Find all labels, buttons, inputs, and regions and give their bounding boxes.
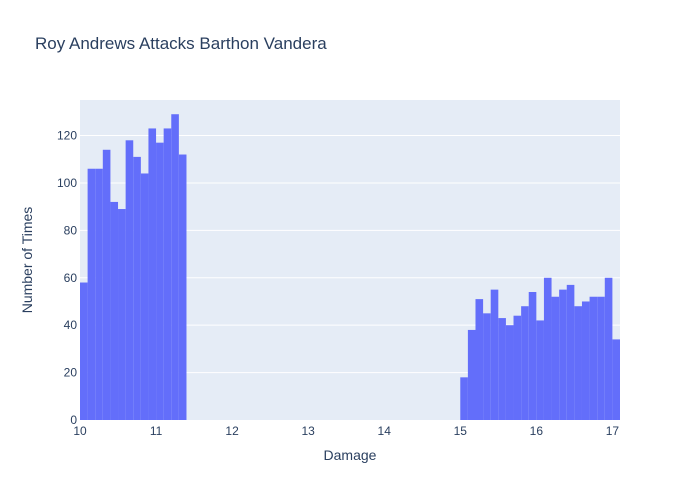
chart-title: Roy Andrews Attacks Barthon Vandera — [35, 34, 327, 53]
y-tick-labels: 0 20 40 60 80 100 120 — [57, 129, 77, 427]
histogram-bar — [559, 289, 567, 420]
y-tick-label: 0 — [70, 413, 77, 427]
histogram-bar — [475, 299, 484, 420]
histogram-bar — [80, 282, 88, 420]
y-tick-label: 20 — [64, 366, 78, 380]
x-tick-label: 12 — [225, 424, 239, 438]
y-axis-title: Number of Times — [19, 207, 35, 314]
x-axis-title: Damage — [324, 447, 377, 463]
histogram-bar — [95, 168, 103, 420]
histogram-bar — [171, 114, 179, 420]
histogram-bar — [612, 339, 620, 420]
x-tick-labels: 10 11 12 13 14 15 16 17 — [73, 424, 619, 438]
x-tick-label: 14 — [378, 424, 392, 438]
histogram-bar — [513, 315, 522, 420]
y-tick-label: 120 — [57, 129, 77, 143]
x-tick-label: 15 — [454, 424, 468, 438]
bars — [80, 114, 620, 420]
histogram-bar — [528, 292, 537, 420]
histogram-bar — [505, 325, 514, 420]
histogram-bar — [551, 296, 560, 420]
x-tick-label: 10 — [73, 424, 87, 438]
histogram-bar — [110, 201, 119, 420]
histogram-bar — [604, 277, 613, 420]
histogram-bar — [156, 142, 164, 420]
histogram-bar — [460, 377, 468, 420]
histogram-bar — [148, 128, 157, 420]
histogram-bar — [87, 168, 96, 420]
histogram-bar — [490, 289, 499, 420]
histogram-bar — [574, 306, 582, 420]
histogram-bar — [163, 128, 172, 420]
histogram-bar — [133, 156, 141, 420]
histogram-bar — [589, 296, 598, 420]
histogram-bar — [140, 173, 149, 420]
x-tick-label: 13 — [301, 424, 315, 438]
y-tick-label: 60 — [64, 271, 78, 285]
y-tick-label: 100 — [57, 176, 77, 190]
x-tick-label: 11 — [150, 424, 163, 438]
y-tick-label: 40 — [64, 318, 78, 332]
histogram-bar — [521, 306, 529, 420]
histogram-bar — [543, 277, 552, 420]
histogram-bar — [581, 301, 590, 420]
histogram-bar — [102, 149, 111, 420]
histogram-bar — [536, 320, 544, 420]
histogram-bar — [483, 313, 491, 420]
x-tick-label: 17 — [606, 424, 620, 438]
histogram-bar — [118, 209, 126, 420]
y-tick-label: 80 — [64, 223, 78, 237]
histogram-bar — [566, 284, 575, 420]
histogram-bar — [178, 154, 187, 420]
histogram-bar — [597, 296, 605, 420]
histogram-bar — [467, 329, 476, 420]
histogram-bar — [125, 140, 134, 420]
histogram-bar — [498, 318, 506, 420]
x-tick-label: 16 — [530, 424, 544, 438]
